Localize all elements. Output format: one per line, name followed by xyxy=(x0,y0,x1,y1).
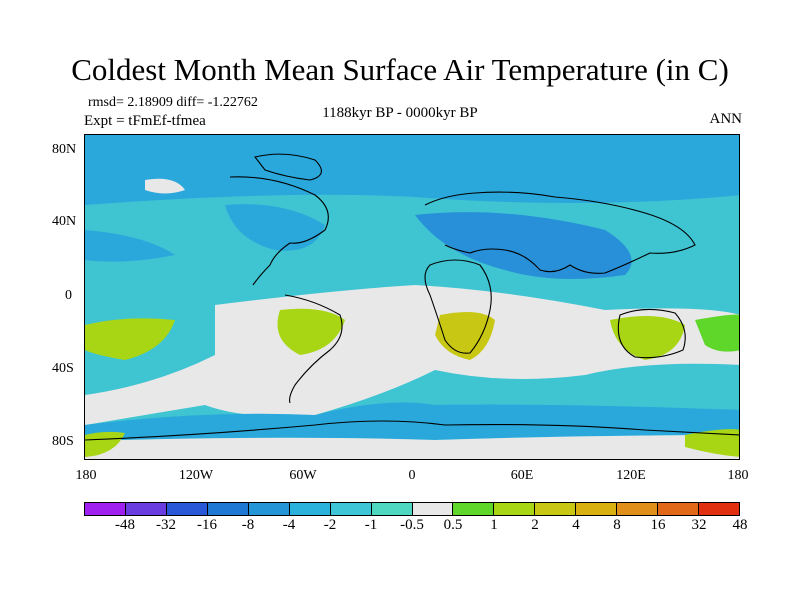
colorbar-swatch xyxy=(207,503,249,515)
colorbar-swatch xyxy=(535,503,577,515)
temperature-map xyxy=(84,134,740,460)
colorbar-swatch xyxy=(85,503,126,515)
field-arctic-band xyxy=(85,135,739,205)
colorbar-swatch xyxy=(699,503,739,515)
field-africa-warm xyxy=(435,311,495,360)
field-alaska-neutral xyxy=(145,178,185,194)
colorbar-label: -8 xyxy=(241,517,255,533)
colorbar-swatch xyxy=(576,503,618,515)
field-pacific-warm xyxy=(85,318,175,360)
colorbar-swatch xyxy=(330,503,372,515)
colorbar-label: -4 xyxy=(282,517,296,533)
map-canvas xyxy=(85,135,739,459)
field-south-america-warm xyxy=(277,308,345,355)
lat-tick-80s: 80S xyxy=(52,434,74,449)
lon-tick-120e: 120E xyxy=(616,468,646,483)
colorbar-swatch xyxy=(166,503,208,515)
coast-antarctica xyxy=(85,420,739,441)
field-tasman-warm xyxy=(695,314,739,352)
colorbar-label: 32 xyxy=(691,517,707,533)
coast-australia xyxy=(617,308,686,359)
field-east-antarctic-warm xyxy=(685,429,739,457)
colorbar-swatch xyxy=(412,503,454,515)
period-label: 1188kyr BP - 0000kyr BP xyxy=(322,105,478,121)
lon-tick-180w: 180 xyxy=(75,468,97,483)
colorbar-swatch xyxy=(617,503,659,515)
colorbar-label: -48 xyxy=(115,517,135,533)
lon-tick-120w: 120W xyxy=(178,468,214,483)
colorbar-label: 48 xyxy=(732,517,748,533)
field-antarctica xyxy=(85,435,739,459)
lat-tick-80n: 80N xyxy=(52,142,77,157)
coastlines xyxy=(85,153,739,441)
colorbar-label: -2 xyxy=(323,517,337,533)
lat-tick-40s: 40S xyxy=(52,361,74,376)
coast-eurasia xyxy=(424,191,696,274)
colorbar-label: -32 xyxy=(156,517,176,533)
lat-tick-0: 0 xyxy=(65,288,72,303)
field-pacific-north xyxy=(85,230,175,262)
coast-africa xyxy=(424,259,492,354)
colorbar-swatch xyxy=(453,503,495,515)
colorbar-label: 16 xyxy=(650,517,666,533)
coast-south-america xyxy=(284,294,343,404)
temperature-field xyxy=(85,135,739,459)
field-australia-warm xyxy=(610,316,685,360)
lon-tick-60w: 60W xyxy=(289,468,317,483)
lon-tick-180e: 180 xyxy=(727,468,749,483)
colorbar-swatch xyxy=(494,503,536,515)
field-southern-neutral xyxy=(85,285,739,425)
colorbar-label: -1 xyxy=(364,517,378,533)
coast-greenland xyxy=(254,153,322,181)
lat-tick-40n: 40N xyxy=(52,214,77,229)
colorbar-label: -0.5 xyxy=(400,517,424,533)
lon-tick-0: 0 xyxy=(408,468,416,483)
colorbar-swatch xyxy=(658,503,700,515)
stats-text: rmsd= 2.18909 diff= -1.22762 xyxy=(88,95,258,110)
field-north-america xyxy=(225,204,325,251)
colorbar-label: -16 xyxy=(197,517,217,533)
field-eurasia-cold xyxy=(415,212,632,279)
colorbar-swatch xyxy=(289,503,331,515)
colorbar-swatch xyxy=(371,503,413,515)
colorbar-label: 2 xyxy=(531,517,539,533)
colorbar-swatch xyxy=(248,503,290,515)
lon-tick-60e: 60E xyxy=(510,468,534,483)
colorbar-label: 0.5 xyxy=(443,517,463,533)
colorbar-label: 8 xyxy=(613,517,621,533)
coast-north-america xyxy=(229,176,329,286)
experiment-label: Expt = tFmEf-tfmea xyxy=(84,113,206,129)
chart-title: Coldest Month Mean Surface Air Temperatu… xyxy=(71,52,729,87)
colorbar-label: 1 xyxy=(490,517,498,533)
season-label: ANN xyxy=(709,111,743,127)
colorbar xyxy=(84,502,740,516)
colorbar-swatch xyxy=(125,503,167,515)
colorbar-label: 4 xyxy=(572,517,580,533)
